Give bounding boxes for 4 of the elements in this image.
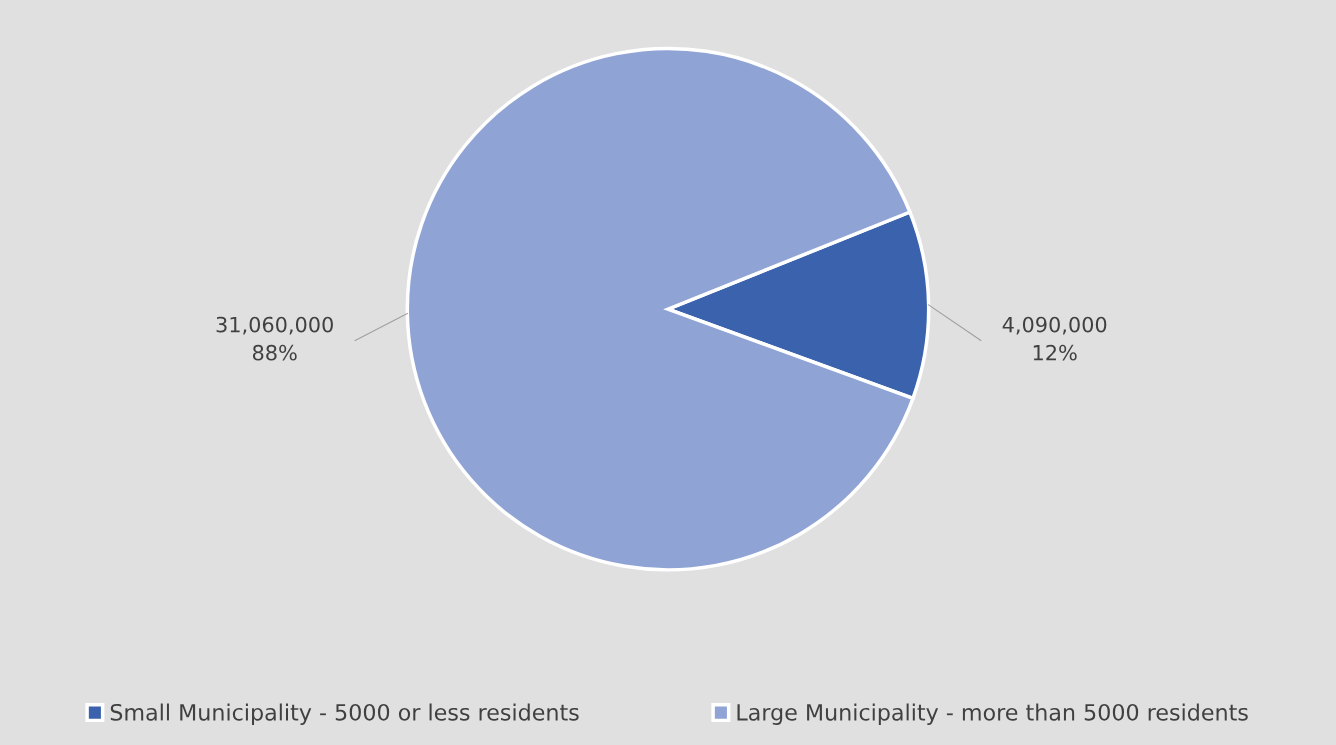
data-label: 31,060,000 88% [216, 316, 333, 361]
data-label: 4,090,000 12% [1002, 316, 1107, 361]
legend-label: Small Municipality - 5000 or less residents [110, 703, 579, 725]
legend-label: Large Municipality - more than 5000 residents [737, 703, 1248, 725]
